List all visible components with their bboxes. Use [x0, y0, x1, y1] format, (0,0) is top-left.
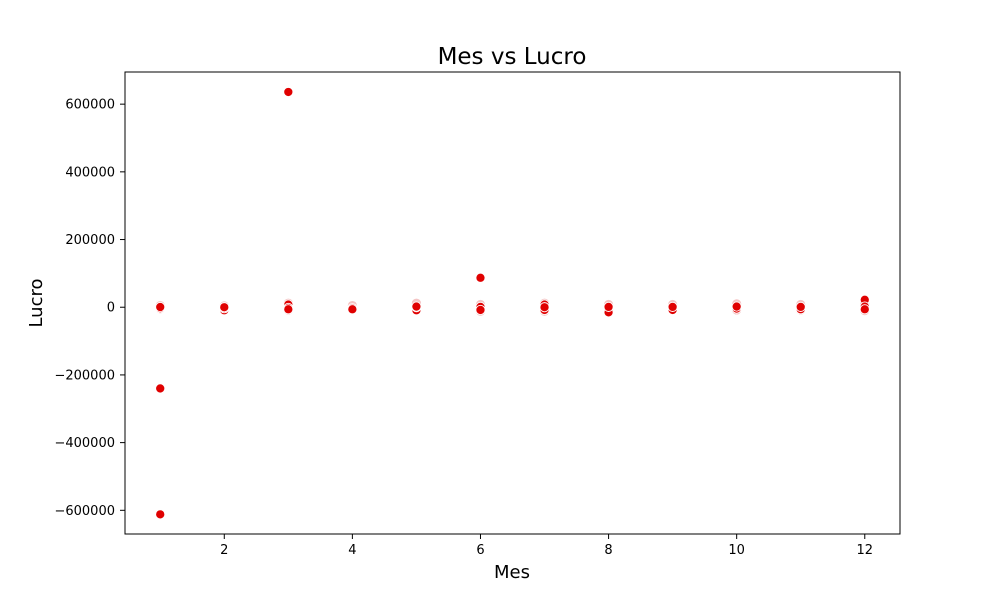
faint-points-layer: [154, 297, 871, 317]
y-tick-label: −600000: [54, 504, 115, 519]
data-point: [347, 304, 358, 315]
x-tick-label: 6: [476, 543, 484, 558]
chart-title: Mes vs Lucro: [438, 44, 587, 70]
y-tick-label: 0: [107, 301, 115, 316]
plot-frame: [124, 71, 901, 535]
x-tick-label: 10: [728, 543, 745, 558]
data-point: [475, 272, 486, 283]
y-tick-label: 600000: [65, 98, 115, 113]
y-tick-label: −400000: [54, 436, 115, 451]
data-point: [731, 301, 742, 312]
y-tick-label: 400000: [65, 165, 115, 180]
data-point: [859, 304, 870, 315]
y-axis-label: Lucro: [26, 278, 47, 327]
x-tick-label: 8: [604, 543, 612, 558]
data-point: [411, 301, 422, 312]
data-point: [795, 301, 806, 312]
y-tick-label: −200000: [54, 368, 115, 383]
data-point: [667, 301, 678, 312]
data-point: [283, 86, 294, 98]
data-point: [219, 302, 230, 313]
data-point: [475, 304, 486, 315]
y-axis-ticks: −600000 −400000 −200000 0 200000 400000 600000: [54, 98, 125, 519]
x-tick-label: 12: [856, 543, 873, 558]
x-tick-label: 2: [220, 543, 228, 558]
data-point: [283, 304, 294, 315]
x-tick-label: 4: [348, 543, 356, 558]
data-point: [603, 301, 614, 312]
x-axis-label: Mes: [494, 562, 530, 583]
data-point: [155, 383, 166, 394]
data-point: [539, 302, 550, 313]
data-point: [155, 302, 166, 313]
x-axis-ticks: 2 4 6 8 10 12: [220, 534, 873, 558]
data-point: [155, 509, 166, 520]
y-tick-label: 200000: [65, 233, 115, 248]
data-points-layer: [155, 86, 870, 520]
